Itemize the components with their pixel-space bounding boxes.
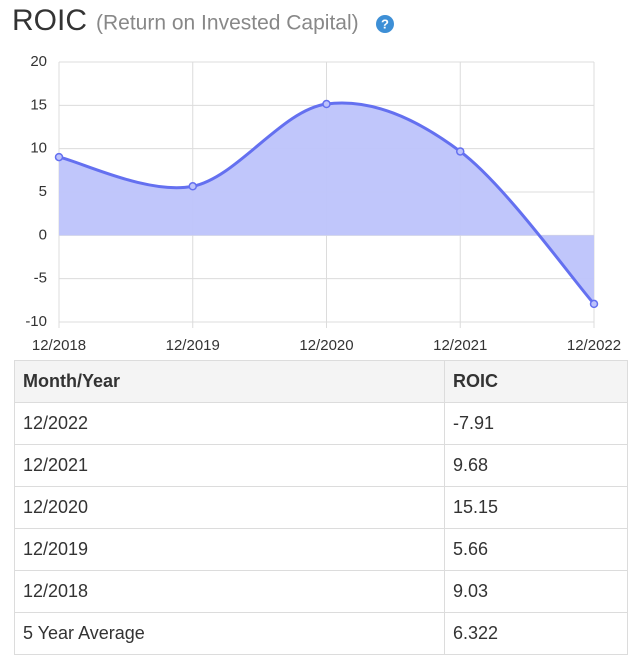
- table-cell: 6.322: [444, 612, 628, 655]
- table-cell: 5.66: [444, 528, 628, 571]
- table-cell: 12/2020: [14, 486, 445, 529]
- table-cell: 15.15: [444, 486, 628, 529]
- table-cell: 12/2021: [14, 444, 445, 487]
- chart-title: ROIC: [12, 4, 87, 37]
- point: [322, 99, 331, 109]
- table-cell: -7.91: [444, 402, 628, 445]
- table-cell: 12/2022: [14, 402, 445, 445]
- y-tick-label: 10: [30, 140, 47, 157]
- y-tick-label: -10: [25, 313, 47, 330]
- table-cell: 9.68: [444, 444, 628, 487]
- x-tick-label: 12/2022: [567, 337, 621, 354]
- y-tick-label: 15: [30, 96, 47, 113]
- y-tick-label: 20: [30, 53, 47, 70]
- table-row: 5 Year Average 6.322: [14, 612, 628, 655]
- point: [54, 152, 64, 162]
- data-table: Month/Year ROIC 12/2022 -7.91 12/2021 9.68 12/…: [14, 360, 628, 655]
- table-cell: 9.03: [444, 570, 628, 613]
- table-cell: 12/2018: [14, 570, 445, 613]
- header-cell: ROIC: [444, 360, 628, 403]
- y-tick-label: 5: [39, 183, 47, 200]
- point: [188, 182, 197, 191]
- chart: ROIC (Return on Invested Capital) ? -10 -…: [12, 4, 621, 354]
- help-icon-circle[interactable]: [376, 15, 394, 33]
- table-row: 12/2019 5.66: [14, 528, 628, 571]
- x-tick-label: 12/2020: [299, 337, 353, 354]
- table-cell: 12/2019: [14, 528, 445, 571]
- point: [456, 147, 465, 156]
- y-tick-label: 0: [39, 226, 47, 243]
- x-tick-label: 12/2018: [32, 337, 86, 354]
- y-tick-label: -5: [34, 270, 47, 287]
- help-icon[interactable]: ?: [381, 16, 389, 31]
- table-row: 12/2020 15.15: [14, 486, 628, 529]
- x-tick-label: 12/2021: [433, 337, 487, 354]
- x-tick-label: 12/2019: [166, 337, 220, 354]
- table-row: 12/2018 9.03: [14, 570, 628, 613]
- table-row: 12/2022 -7.91: [14, 402, 628, 445]
- table-cell: 5 Year Average: [14, 612, 445, 655]
- header-row: Month/Year ROIC: [14, 360, 628, 403]
- point: [589, 299, 599, 309]
- table-row: 12/2021 9.68: [14, 444, 628, 487]
- header-cell: Month/Year: [14, 360, 445, 403]
- chart-subtitle: (Return on Invested Capital): [96, 12, 359, 35]
